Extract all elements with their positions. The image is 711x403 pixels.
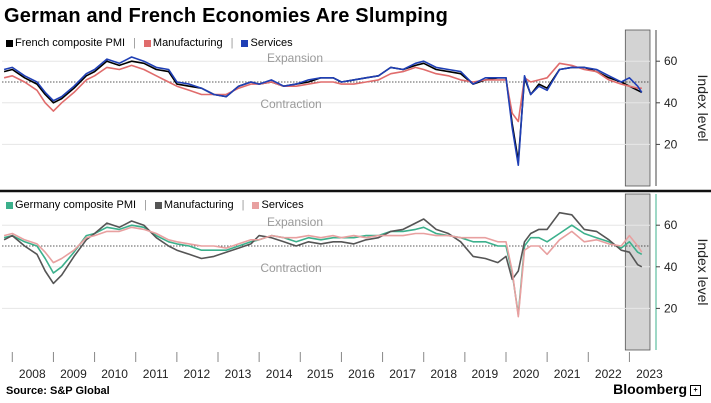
x-tick-label: 2019 (472, 367, 499, 381)
x-tick-label: 2014 (266, 367, 293, 381)
x-tick-label: 2017 (389, 367, 416, 381)
x-tick-label: 2020 (513, 367, 540, 381)
y-axis-label: Index level (695, 239, 711, 306)
source-note: Source: S&P Global (6, 385, 110, 397)
chart-title: German and French Economies Are Slumping (4, 5, 449, 27)
series-line-2 (3, 226, 643, 318)
legend-item: Manufacturing (154, 199, 234, 211)
legend-germany: Germany composite PMI | Manufacturing | … (4, 199, 310, 211)
annotation-expansion: Expansion (267, 215, 323, 229)
legend-item: French composite PMI (6, 37, 125, 49)
y-tick-label: 60 (664, 218, 678, 232)
legend-item: Services (252, 199, 304, 211)
x-tick-label: 2010 (101, 367, 128, 381)
y-tick-label: 40 (664, 96, 678, 110)
x-tick-label: 2013 (225, 367, 252, 381)
annotation-expansion: Expansion (267, 51, 323, 65)
shaded-region (624, 193, 651, 351)
x-tick-label: 2009 (60, 367, 87, 381)
legend-france: French composite PMI | Manufacturing | S… (4, 37, 299, 49)
series-line-0 (3, 60, 643, 162)
y-tick-label: 40 (664, 260, 678, 274)
shaded-region (624, 29, 651, 187)
y-tick-label: 20 (664, 137, 678, 151)
legend-item: Services (241, 37, 293, 49)
x-tick-label: 2022 (595, 367, 622, 381)
series-line-1 (3, 211, 643, 285)
logo-icon: + (690, 384, 701, 396)
y-axis-label: Index level (695, 75, 711, 142)
x-tick-label: 2023 (636, 367, 663, 381)
series-line-2 (3, 56, 643, 166)
x-tick-label: 2012 (184, 367, 211, 381)
y-tick-label: 60 (664, 54, 678, 68)
x-tick-label: 2015 (307, 367, 334, 381)
y-tick-label: 20 (664, 301, 678, 315)
x-tick-label: 2016 (348, 367, 375, 381)
annotation-contraction: Contraction (260, 97, 321, 111)
legend-item: Germany composite PMI (6, 199, 136, 211)
legend-item: Manufacturing (143, 37, 223, 49)
series-line-0 (3, 224, 643, 316)
annotation-contraction: Contraction (260, 261, 321, 275)
bloomberg-logo: Bloomberg + (613, 381, 701, 397)
x-tick-label: 2011 (143, 367, 169, 381)
x-tick-label: 2018 (430, 367, 457, 381)
x-tick-label: 2008 (19, 367, 46, 381)
series-line-1 (3, 62, 642, 123)
x-tick-label: 2021 (554, 367, 581, 381)
